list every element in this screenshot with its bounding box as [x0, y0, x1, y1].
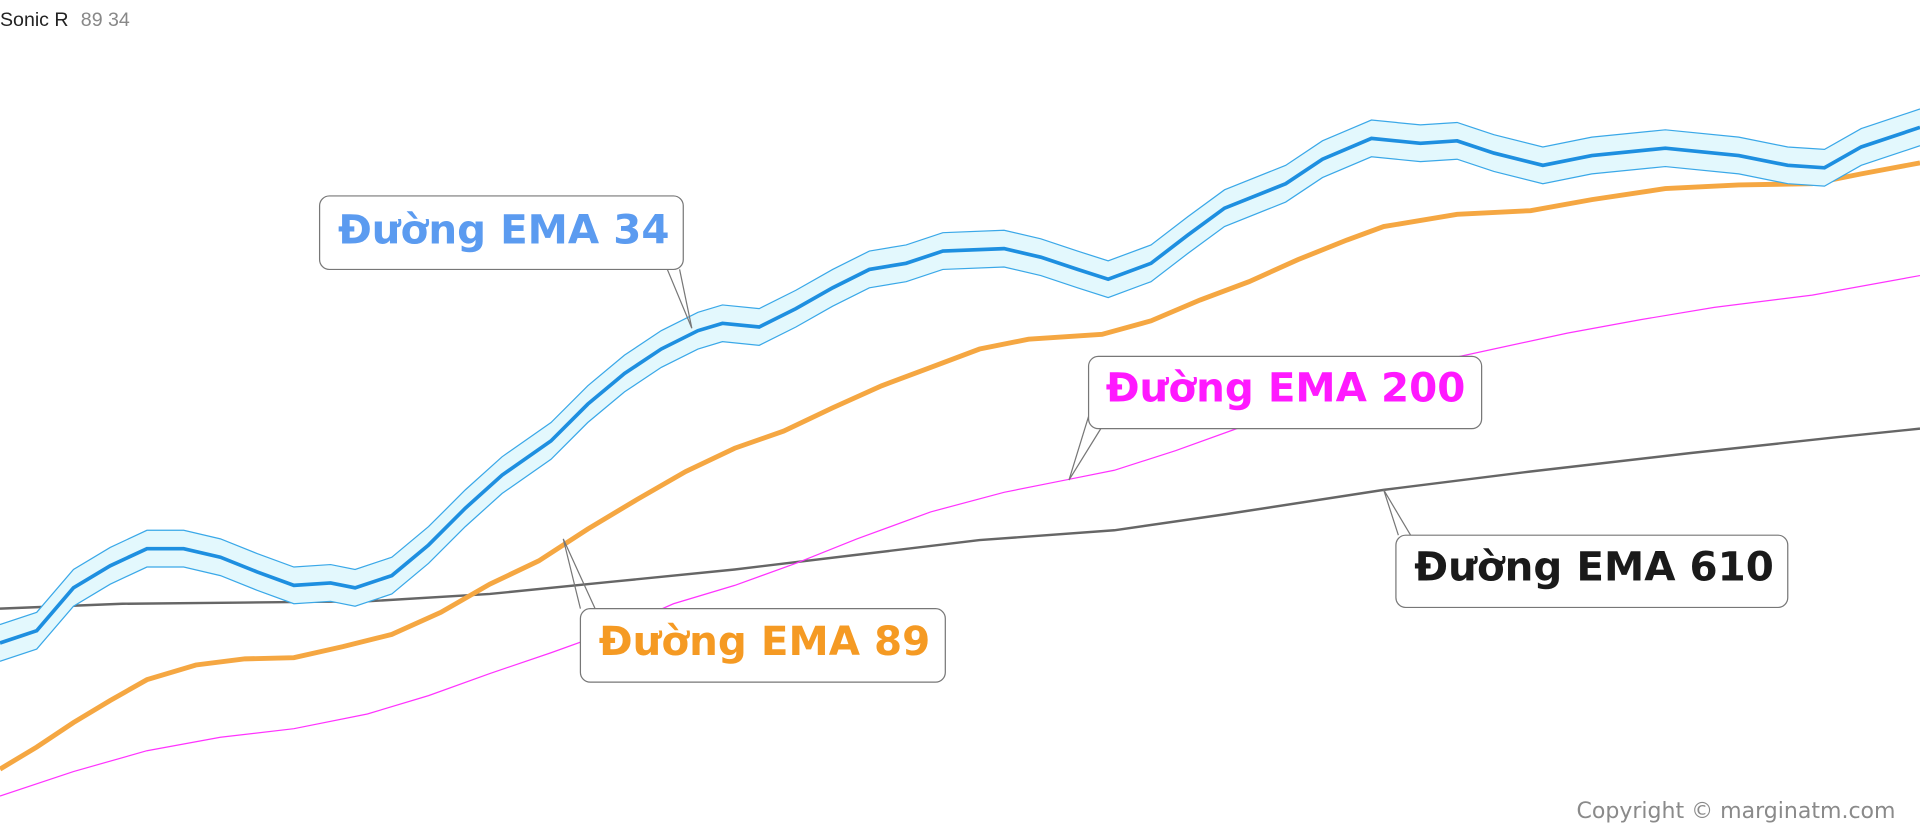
callout-box [1087, 355, 1483, 430]
callout-pointer [1068, 416, 1102, 481]
indicator-params: 89 34 [81, 9, 130, 31]
ema-34-line [0, 125, 1920, 645]
label-ema34: Đường EMA 34 [338, 206, 670, 254]
label-ema200: Đường EMA 200 [1106, 364, 1466, 412]
ema-34-band [0, 108, 1920, 662]
band-fill [0, 108, 1920, 662]
ema-89-line [0, 160, 1920, 772]
callout-ema610: Đường EMA 610 [1383, 489, 1789, 609]
callout-ema200: Đường EMA 200 [1068, 355, 1483, 481]
callout-box [318, 195, 684, 271]
callout-ema89: Đường EMA 89 [562, 538, 946, 683]
label-ema89: Đường EMA 89 [599, 617, 931, 665]
callout-pointer [562, 538, 596, 609]
copyright: Copyright © marginatm.com [1576, 799, 1895, 824]
band-upper [0, 108, 1920, 626]
callout-box [1395, 534, 1789, 609]
indicator-name: Sonic R [0, 9, 69, 31]
label-ema610: Đường EMA 610 [1414, 542, 1774, 590]
callout-box [579, 608, 946, 683]
callout-pointer [1383, 489, 1412, 536]
callout-pointer [666, 269, 693, 329]
band-lower [0, 145, 1920, 662]
callout-ema34: Đường EMA 34 [318, 195, 693, 329]
ema-200-line [0, 274, 1920, 797]
